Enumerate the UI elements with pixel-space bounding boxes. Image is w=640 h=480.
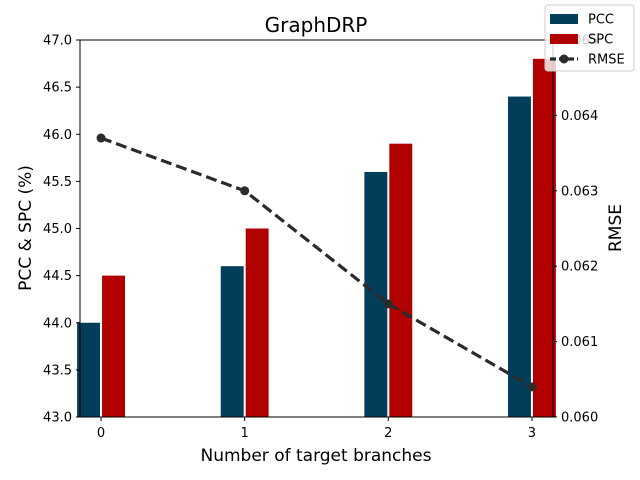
y2-tick-label-0: 0.060 — [561, 411, 598, 426]
y-tick-label-6: 46.0 — [43, 128, 72, 143]
legend-swatch-marker-rmse — [559, 54, 569, 64]
x-tick-label-2: 2 — [384, 426, 392, 441]
y-tick-label-7: 46.5 — [43, 81, 72, 96]
bar-pcc-0 — [77, 322, 101, 417]
x-tick-label-3: 3 — [528, 426, 536, 441]
bar-pcc-1 — [220, 266, 244, 417]
y-tick-label-1: 43.5 — [43, 363, 72, 378]
bar-pcc-3 — [508, 96, 531, 418]
legend-label-spc: SPC — [588, 33, 613, 48]
rmse-point-2 — [383, 299, 393, 309]
plot-frame — [79, 39, 554, 418]
rmse-line — [100, 136, 533, 389]
rmse-point-3 — [527, 382, 537, 392]
legend-label-pcc: PCC — [588, 13, 614, 28]
y2-axis-label: RMSE — [606, 204, 626, 252]
y-tick-label-2: 44.0 — [43, 316, 72, 331]
y2-tick-label-1: 0.061 — [561, 335, 598, 350]
legend-swatch-pcc — [550, 14, 578, 24]
rmse-point-1 — [240, 186, 250, 196]
y-tick-label-3: 44.5 — [43, 269, 72, 284]
bar-spc-3 — [532, 58, 556, 417]
plot-area: 0 1 2 3 43.0 43.5 44.0 44.5 45.0 45.5 46.0 46.5 47.0… — [43, 34, 598, 442]
y-axis-label: PCC & SPC (%) — [16, 165, 36, 291]
legend-label-rmse: RMSE — [588, 53, 625, 68]
x-axis-label: Number of target branches — [201, 446, 432, 466]
rmse-point-0 — [96, 133, 106, 143]
x-tick-label-0: 0 — [97, 426, 105, 441]
x-tick-label-1: 1 — [241, 426, 249, 441]
legend-swatch-spc — [550, 34, 578, 44]
y-tick-label-0: 43.0 — [43, 411, 72, 426]
y2-tick-label-2: 0.062 — [561, 260, 598, 275]
y-tick-label-4: 45.0 — [43, 222, 72, 237]
y-tick-label-5: 45.5 — [43, 175, 72, 190]
bar-spc-2 — [389, 143, 413, 418]
y2-tick-label-3: 0.063 — [561, 184, 598, 199]
legend: PCC SPC RMSE — [544, 4, 635, 72]
chart-title: GraphDRP — [265, 13, 368, 37]
bar-spc-1 — [245, 228, 269, 417]
bar-spc-0 — [102, 275, 125, 417]
y-tick-label-8: 47.0 — [43, 34, 72, 49]
y2-tick-label-4: 0.064 — [561, 109, 598, 124]
